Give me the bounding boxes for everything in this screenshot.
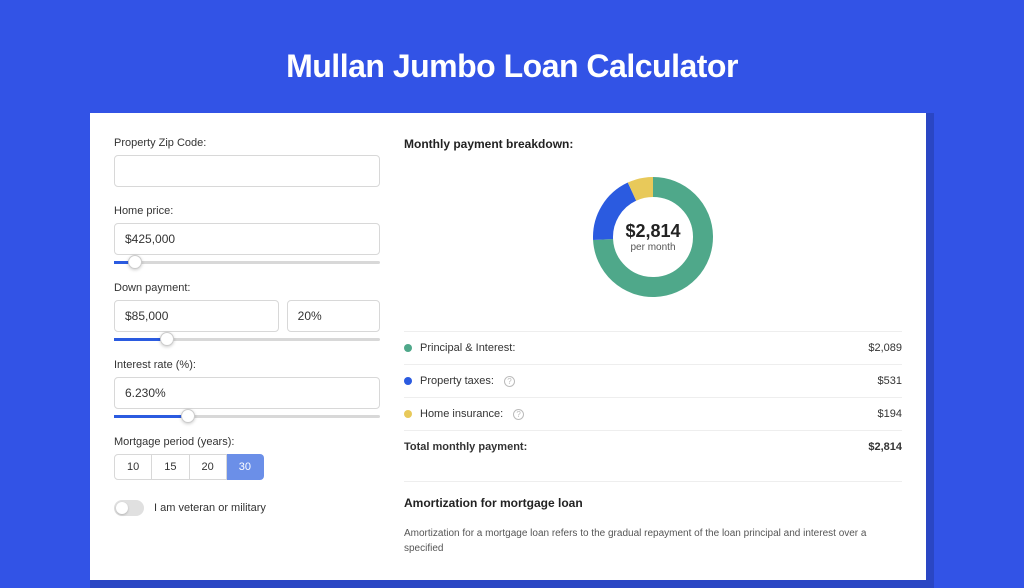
interest-rate-input[interactable] [114, 377, 380, 409]
amortization-section: Amortization for mortgage loan Amortizat… [404, 481, 902, 556]
card-shadow: Property Zip Code: Home price: Down paym… [90, 113, 934, 588]
zip-input[interactable] [114, 155, 380, 187]
donut-wrap: $2,814 per month [404, 167, 902, 307]
breakdown-label: Principal & Interest: [420, 342, 515, 354]
zip-label: Property Zip Code: [114, 137, 380, 149]
veteran-toggle[interactable] [114, 500, 144, 516]
page-header: Mullan Jumbo Loan Calculator [0, 0, 1024, 113]
breakdown-row: Principal & Interest: $2,089 [404, 332, 902, 365]
veteran-toggle-row: I am veteran or military [114, 500, 380, 516]
breakdown-title: Monthly payment breakdown: [404, 137, 902, 151]
interest-rate-slider[interactable] [114, 415, 380, 418]
mortgage-period-15[interactable]: 15 [152, 454, 189, 480]
donut-amount: $2,814 [625, 221, 680, 242]
interest-rate-slider-thumb[interactable] [181, 409, 195, 423]
breakdown-list: Principal & Interest: $2,089 Property taxe… [404, 331, 902, 463]
home-price-slider-thumb[interactable] [128, 255, 142, 269]
legend-dot [404, 344, 412, 352]
breakdown-row: Property taxes:? $531 [404, 365, 902, 398]
home-price-input[interactable] [114, 223, 380, 255]
mortgage-period-buttons: 10152030 [114, 454, 380, 480]
mortgage-period-30[interactable]: 30 [227, 454, 264, 480]
veteran-label: I am veteran or military [154, 502, 266, 514]
down-payment-slider-thumb[interactable] [160, 332, 174, 346]
zip-field-group: Property Zip Code: [114, 137, 380, 187]
down-payment-slider[interactable] [114, 338, 380, 341]
donut-center: $2,814 per month [583, 167, 723, 307]
mortgage-period-field-group: Mortgage period (years): 10152030 [114, 436, 380, 480]
form-panel: Property Zip Code: Home price: Down paym… [90, 113, 380, 580]
breakdown-value: $2,089 [868, 342, 902, 354]
donut-chart: $2,814 per month [583, 167, 723, 307]
breakdown-value: $531 [878, 375, 902, 387]
mortgage-period-label: Mortgage period (years): [114, 436, 380, 448]
breakdown-label: Property taxes: [420, 375, 494, 387]
amortization-text: Amortization for a mortgage loan refers … [404, 526, 902, 556]
veteran-toggle-knob [116, 502, 128, 514]
total-label: Total monthly payment: [404, 441, 527, 453]
down-payment-label: Down payment: [114, 282, 380, 294]
breakdown-panel: Monthly payment breakdown: $2,814 per mo… [380, 113, 926, 580]
info-icon[interactable]: ? [513, 409, 524, 420]
legend-dot [404, 410, 412, 418]
mortgage-period-20[interactable]: 20 [190, 454, 227, 480]
home-price-slider[interactable] [114, 261, 380, 264]
down-payment-pct-input[interactable] [287, 300, 380, 332]
mortgage-period-10[interactable]: 10 [114, 454, 152, 480]
page-title: Mullan Jumbo Loan Calculator [0, 48, 1024, 85]
calculator-card: Property Zip Code: Home price: Down paym… [90, 113, 926, 580]
breakdown-total-row: Total monthly payment: $2,814 [404, 431, 902, 463]
breakdown-value: $194 [878, 408, 902, 420]
interest-rate-label: Interest rate (%): [114, 359, 380, 371]
down-payment-field-group: Down payment: [114, 282, 380, 341]
total-value: $2,814 [868, 441, 902, 453]
legend-dot [404, 377, 412, 385]
interest-rate-field-group: Interest rate (%): [114, 359, 380, 418]
breakdown-label: Home insurance: [420, 408, 503, 420]
info-icon[interactable]: ? [504, 376, 515, 387]
home-price-field-group: Home price: [114, 205, 380, 264]
down-payment-input[interactable] [114, 300, 279, 332]
breakdown-row: Home insurance:? $194 [404, 398, 902, 431]
amortization-title: Amortization for mortgage loan [404, 496, 902, 510]
donut-sub: per month [630, 242, 675, 253]
home-price-label: Home price: [114, 205, 380, 217]
